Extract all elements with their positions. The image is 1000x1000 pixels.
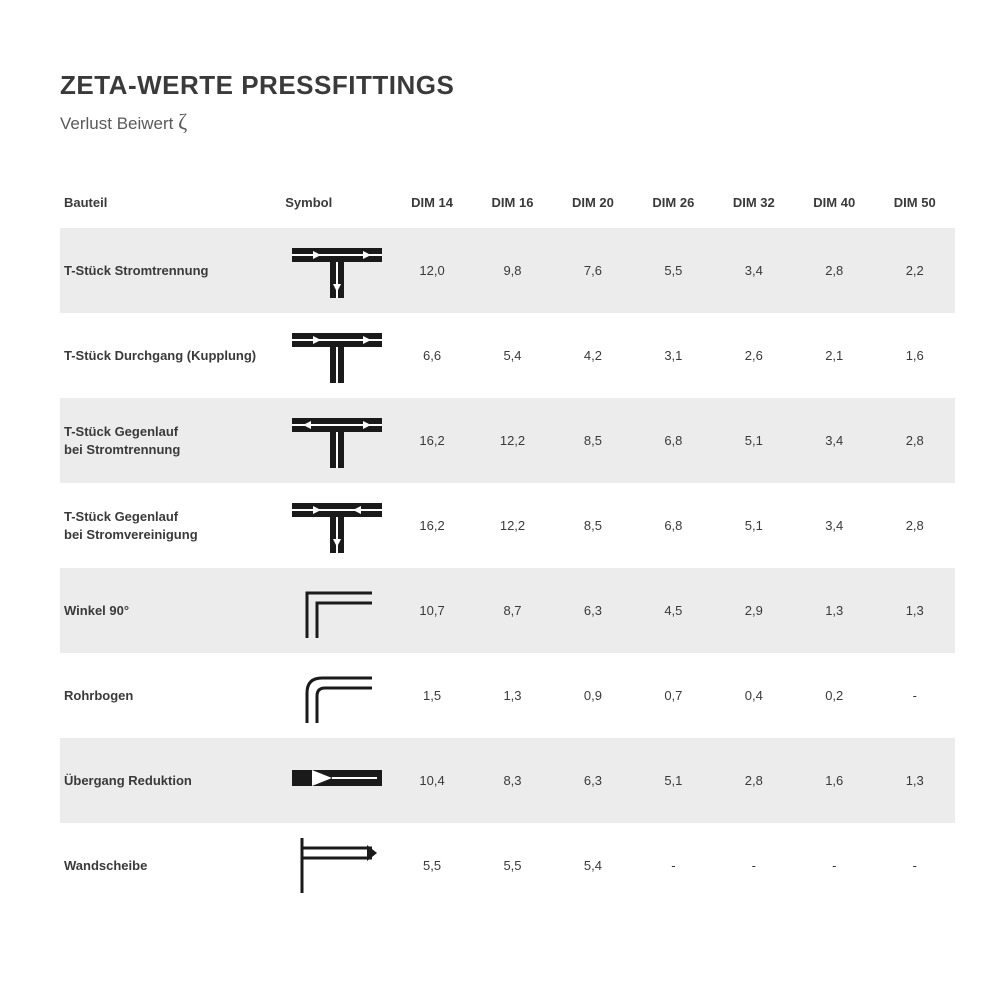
row-label: T-Stück Gegenlaufbei Stromtrennung [60,398,281,483]
tee-counter-split-icon [281,398,392,483]
tee-split-icon [281,228,392,313]
cell-value: - [794,823,874,908]
cell-value: 1,3 [472,653,552,738]
col-dim-26: DIM 26 [633,185,713,228]
cell-value: 8,3 [472,738,552,823]
cell-value: 3,1 [633,313,713,398]
table-row: T-Stück Gegenlaufbei Stromtrennung 16,21… [60,398,955,483]
col-dim-50: DIM 50 [874,185,955,228]
cell-value: 8,7 [472,568,552,653]
cell-value: - [874,823,955,908]
row-label: T-Stück Gegenlaufbei Stromvereinigung [60,483,281,568]
cell-value: 8,5 [553,398,633,483]
cell-value: 4,2 [553,313,633,398]
cell-value: 0,7 [633,653,713,738]
cell-value: 12,2 [472,483,552,568]
col-dim-40: DIM 40 [794,185,874,228]
cell-value: 1,6 [794,738,874,823]
cell-value: 5,1 [714,398,794,483]
cell-value: 2,2 [874,228,955,313]
row-label: Rohrbogen [60,653,281,738]
page-title: ZETA-WERTE PRESSFITTINGS [60,70,955,101]
cell-value: 10,4 [392,738,472,823]
cell-value: 1,3 [874,568,955,653]
cell-value: 5,1 [714,483,794,568]
cell-value: 6,8 [633,483,713,568]
row-label: Winkel 90° [60,568,281,653]
table-header-row: Bauteil Symbol DIM 14 DIM 16 DIM 20 DIM … [60,185,955,228]
row-label: Wandscheibe [60,823,281,908]
cell-value: 1,3 [874,738,955,823]
cell-value: 1,5 [392,653,472,738]
cell-value: 2,1 [794,313,874,398]
cell-value: 2,9 [714,568,794,653]
reducer-icon [281,738,392,823]
elbow-round-icon [281,653,392,738]
elbow-sharp-icon [281,568,392,653]
cell-value: 6,8 [633,398,713,483]
cell-value: 6,6 [392,313,472,398]
tee-through-icon [281,313,392,398]
zeta-symbol: ζ [178,109,187,134]
cell-value: 0,2 [794,653,874,738]
cell-value: 2,8 [874,483,955,568]
cell-value: 3,4 [794,398,874,483]
cell-value: 6,3 [553,738,633,823]
cell-value: 12,2 [472,398,552,483]
table-row: Rohrbogen 1,51,30,90,70,40,2- [60,653,955,738]
page-subtitle: Verlust Beiwert ζ [60,109,955,135]
col-symbol: Symbol [281,185,392,228]
cell-value: - [633,823,713,908]
row-label: Übergang Reduktion [60,738,281,823]
row-label: T-Stück Stromtrennung [60,228,281,313]
cell-value: 3,4 [714,228,794,313]
cell-value: 5,4 [553,823,633,908]
table-row: Übergang Reduktion 10,48,36,35,12,81,61,… [60,738,955,823]
cell-value: 2,8 [874,398,955,483]
cell-value: 5,4 [472,313,552,398]
cell-value: 0,9 [553,653,633,738]
cell-value: 2,8 [794,228,874,313]
cell-value: 12,0 [392,228,472,313]
cell-value: - [714,823,794,908]
cell-value: 4,5 [633,568,713,653]
col-dim-16: DIM 16 [472,185,552,228]
cell-value: 1,6 [874,313,955,398]
cell-value: 1,3 [794,568,874,653]
col-part: Bauteil [60,185,281,228]
zeta-table: Bauteil Symbol DIM 14 DIM 16 DIM 20 DIM … [60,185,955,908]
cell-value: 8,5 [553,483,633,568]
cell-value: 3,4 [794,483,874,568]
cell-value: 0,4 [714,653,794,738]
table-row: T-Stück Durchgang (Kupplung) 6,65,44,23,… [60,313,955,398]
cell-value: 5,5 [633,228,713,313]
cell-value: 9,8 [472,228,552,313]
tee-counter-merge-icon [281,483,392,568]
col-dim-14: DIM 14 [392,185,472,228]
cell-value: 2,6 [714,313,794,398]
col-dim-20: DIM 20 [553,185,633,228]
table-row: T-Stück Gegenlaufbei Stromvereinigung 16… [60,483,955,568]
table-row: Wandscheibe 5,55,55,4---- [60,823,955,908]
cell-value: 2,8 [714,738,794,823]
col-dim-32: DIM 32 [714,185,794,228]
cell-value: 16,2 [392,483,472,568]
wall-elbow-icon [281,823,392,908]
cell-value: 5,5 [472,823,552,908]
row-label: T-Stück Durchgang (Kupplung) [60,313,281,398]
subtitle-prefix: Verlust Beiwert [60,114,178,133]
cell-value: - [874,653,955,738]
table-row: T-Stück Stromtrennung 12,09,87,65,53,42,… [60,228,955,313]
cell-value: 10,7 [392,568,472,653]
cell-value: 6,3 [553,568,633,653]
table-row: Winkel 90° 10,78,76,34,52,91,31,3 [60,568,955,653]
cell-value: 16,2 [392,398,472,483]
cell-value: 5,5 [392,823,472,908]
cell-value: 7,6 [553,228,633,313]
cell-value: 5,1 [633,738,713,823]
